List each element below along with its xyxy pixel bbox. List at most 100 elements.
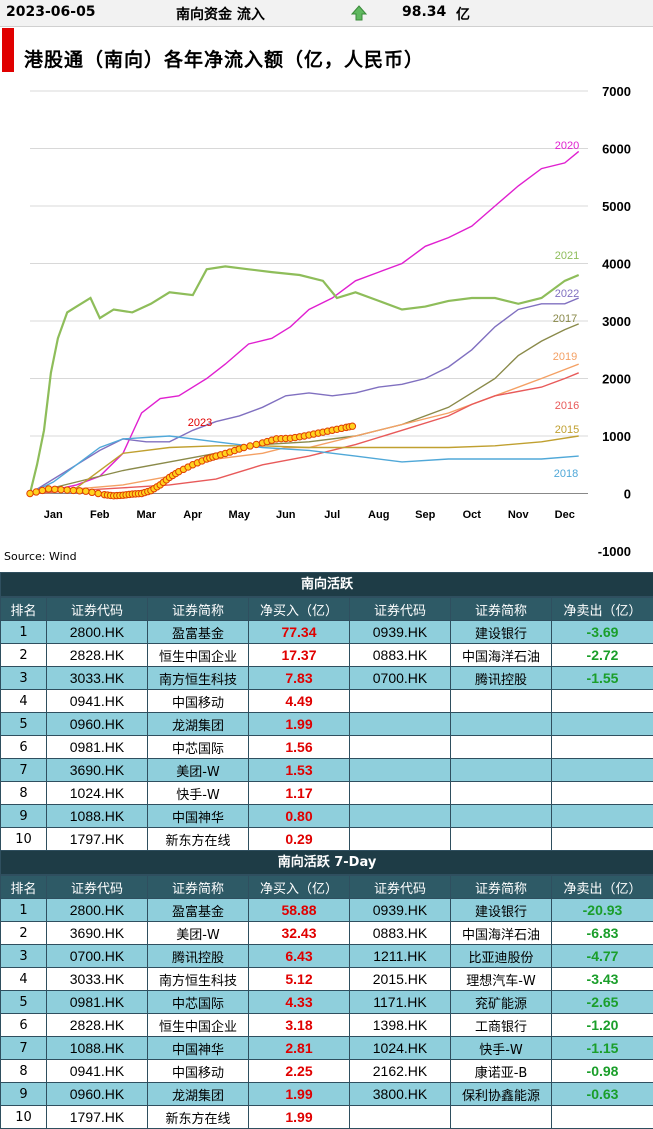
table-cell: 0941.HK [47, 690, 148, 713]
table-cell [451, 759, 552, 782]
table-header-row: 排名证券代码证券简称净买入（亿）证券代码证券简称净卖出（亿） [1, 598, 653, 621]
table-cell: 1.99 [249, 1083, 350, 1106]
x-tick-label: May [229, 509, 251, 521]
table-cell: -1.15 [552, 1037, 653, 1060]
table-cell: 0.29 [249, 828, 350, 851]
table-cell: 0941.HK [47, 1060, 148, 1083]
series-marker-2023 [89, 489, 95, 495]
table-cell: -2.65 [552, 991, 653, 1014]
table-cell: 中国神华 [148, 805, 249, 828]
y-tick-label: 3000 [602, 314, 631, 329]
x-tick-label: Jul [324, 509, 340, 521]
page-title: 港股通（南向）各年净流入额（亿，人民币） [24, 45, 424, 72]
table-cell [552, 713, 653, 736]
table-cell: 中国海洋石油 [451, 644, 552, 667]
table-cell: 中国移动 [148, 690, 249, 713]
table-cell: 1 [1, 621, 47, 644]
table-cell: 工商银行 [451, 1014, 552, 1037]
y-tick-label: -1000 [598, 544, 631, 559]
table-cell [350, 713, 451, 736]
x-tick-label: Dec [555, 509, 575, 521]
table-caption: 南向活跃 [0, 572, 653, 597]
series-label-2016: 2016 [555, 400, 579, 412]
table-cell [552, 828, 653, 851]
date-label: 2023-06-05 [6, 4, 96, 20]
table-cell [451, 736, 552, 759]
series-label-2019: 2019 [553, 351, 577, 363]
column-header: 净卖出（亿） [552, 598, 653, 621]
table-cell: 1088.HK [47, 805, 148, 828]
series-marker-2023 [52, 486, 58, 492]
table-cell: 1797.HK [47, 1106, 148, 1129]
table-cell: 美团-W [148, 922, 249, 945]
table-cell: -2.72 [552, 644, 653, 667]
series-marker-2023 [27, 490, 33, 496]
table-cell: 2 [1, 922, 47, 945]
series-label-2018: 2018 [554, 468, 578, 480]
column-header: 净买入（亿） [249, 598, 350, 621]
series-marker-2023 [58, 486, 64, 492]
series-marker-2023 [70, 487, 76, 493]
table-cell [552, 690, 653, 713]
table-cell: 5 [1, 713, 47, 736]
table-cell: 1088.HK [47, 1037, 148, 1060]
table-cell [451, 713, 552, 736]
table-cell: 康诺亚-B [451, 1060, 552, 1083]
table-cell [451, 1106, 552, 1129]
table-cell: 77.34 [249, 621, 350, 644]
table-cell: 2.81 [249, 1037, 350, 1060]
x-tick-label: Aug [368, 509, 389, 521]
table-cell [451, 828, 552, 851]
column-header: 证券简称 [451, 598, 552, 621]
column-header: 净买入（亿） [249, 876, 350, 899]
table-cell: 1171.HK [350, 991, 451, 1014]
table-cell: 兖矿能源 [451, 991, 552, 1014]
series-marker-2023 [64, 487, 70, 493]
table-cell: 3033.HK [47, 968, 148, 991]
x-tick-label: Feb [90, 509, 110, 521]
table-cell: 7.83 [249, 667, 350, 690]
series-marker-2023 [33, 489, 39, 495]
series-label-2015: 2015 [555, 424, 579, 436]
table-cell: 1211.HK [350, 945, 451, 968]
x-tick-label: Nov [508, 509, 530, 521]
series-marker-2023 [241, 444, 247, 450]
series-line-2017 [30, 324, 579, 494]
table-cell: 7 [1, 759, 47, 782]
table-cell: 5.12 [249, 968, 350, 991]
table-cell [552, 736, 653, 759]
table-cell: 0883.HK [350, 922, 451, 945]
table-cell: 32.43 [249, 922, 350, 945]
table-cell: 3690.HK [47, 922, 148, 945]
column-header: 排名 [1, 598, 47, 621]
series-marker-2023 [95, 490, 101, 496]
table-cell: 0960.HK [47, 713, 148, 736]
table-cell: 6 [1, 736, 47, 759]
x-tick-label: Mar [136, 509, 156, 521]
series-label-2022: 2022 [555, 288, 579, 300]
series-marker-2023 [76, 488, 82, 494]
table-cell: 比亚迪股份 [451, 945, 552, 968]
table-cell: 5 [1, 991, 47, 1014]
table-cell: 中国海洋石油 [451, 922, 552, 945]
table-cell: -3.43 [552, 968, 653, 991]
table-cell: 9 [1, 805, 47, 828]
flow-unit: 亿 [456, 4, 470, 24]
table-cell: 龙湖集团 [148, 713, 249, 736]
y-tick-label: 1000 [602, 429, 631, 444]
table-cell: 2162.HK [350, 1060, 451, 1083]
table-cell: 中芯国际 [148, 991, 249, 1014]
